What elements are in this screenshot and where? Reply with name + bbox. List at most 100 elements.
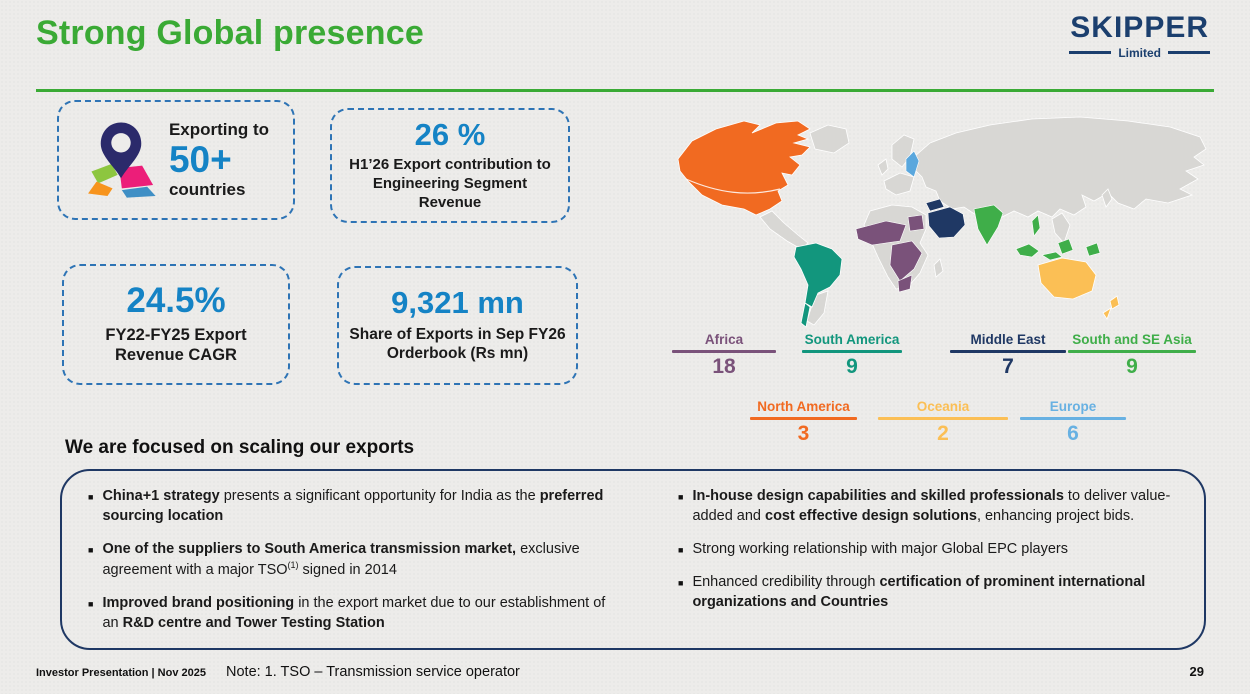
stat-value: 26 % xyxy=(414,116,486,152)
stat-label: H1’26 Export contribution to Engineering… xyxy=(349,156,551,211)
focus-column-left: ■ China+1 strategy presents a significant… xyxy=(88,486,623,633)
title-divider xyxy=(36,89,1214,92)
bullet-square-icon: ■ xyxy=(88,492,94,502)
region-count: 9 xyxy=(1126,355,1138,378)
stat-box-orderbook-exports: 9,321 mn Share of Exports in Sep FY26 Or… xyxy=(337,266,578,385)
region-stat-oceania: Oceania 2 xyxy=(878,399,1008,446)
region-underline xyxy=(950,350,1066,353)
map-eurasia xyxy=(913,116,1207,218)
page-title: Strong Global presence xyxy=(36,14,424,52)
region-label: Europe xyxy=(1049,399,1097,414)
map-region-borneo xyxy=(1057,238,1074,255)
region-count: 3 xyxy=(797,422,810,445)
map-region-africa-west xyxy=(855,220,907,246)
region-count: 7 xyxy=(1002,355,1014,378)
region-underline xyxy=(802,350,902,353)
region-stat-middle-east: Middle East 7 xyxy=(950,332,1066,379)
region-count: 2 xyxy=(937,422,949,445)
region-label: Africa xyxy=(704,332,744,347)
page-number: 29 xyxy=(1189,664,1204,679)
map-region-png xyxy=(1085,242,1101,257)
map-region-india xyxy=(973,204,1004,246)
map-region-africa-egypt xyxy=(907,214,925,232)
map-region-north-america xyxy=(677,120,811,216)
region-label: South America xyxy=(804,332,900,347)
logo-subtitle: Limited xyxy=(1118,45,1161,60)
bullet-square-icon: ■ xyxy=(88,598,94,609)
map-indochina xyxy=(1051,212,1071,244)
stat-value: 24.5% xyxy=(126,281,226,320)
map-region-sumatra xyxy=(1015,243,1040,258)
map-region-middle-east xyxy=(927,206,966,239)
bullet-text: Strong working relationship with major G… xyxy=(692,541,1068,557)
map-highlighted-regions xyxy=(677,120,1120,328)
map-region-europe-finland xyxy=(905,150,920,178)
world-map xyxy=(658,95,1222,332)
stat-value: 50+ xyxy=(168,138,232,180)
region-underline xyxy=(1020,417,1126,420)
bullet-square-icon: ■ xyxy=(678,545,684,555)
stat-label: FY22-FY25 Export Revenue CAGR xyxy=(105,325,247,365)
map-chile xyxy=(800,302,811,328)
map-japan xyxy=(1101,188,1113,208)
footer-note: Note: 1. TSO – Transmission service oper… xyxy=(226,664,520,680)
region-stat-north-america: North America 3 xyxy=(750,399,857,446)
focus-column-right: ■ In-house design capabilities and skille… xyxy=(678,486,1204,612)
bullet-item: ■ In-house design capabilities and skille… xyxy=(678,486,1204,526)
region-count: 6 xyxy=(1067,422,1079,445)
bullet-text: China+1 strategy presents a significant … xyxy=(102,488,604,524)
map-europe-south xyxy=(883,172,915,196)
map-region-new-zealand-north xyxy=(1109,295,1120,310)
stat-text: Exporting to 50+ countries xyxy=(169,119,269,200)
map-central-america xyxy=(759,210,809,250)
map-region-new-zealand-south xyxy=(1102,307,1112,320)
bullet-item: ■ Improved brand positioning in the expor… xyxy=(88,593,623,633)
focus-heading: We are focused on scaling our exports xyxy=(65,437,415,458)
region-underline xyxy=(750,417,857,420)
focus-bullets-panel xyxy=(60,469,1206,650)
region-count: 9 xyxy=(846,355,858,378)
stat-box-export-countries: Exporting to 50+ countries xyxy=(57,100,295,220)
map-uk xyxy=(877,158,889,176)
bullet-text: One of the suppliers to South America tr… xyxy=(102,541,580,578)
logo-text: SKIPPER xyxy=(1070,11,1210,44)
region-underline xyxy=(878,417,1008,420)
map-region-africa-south-tip xyxy=(897,274,913,293)
stat-suffix: countries xyxy=(168,180,246,200)
map-region-java xyxy=(1041,251,1063,261)
map-madagascar xyxy=(933,258,944,278)
region-stat-south-america: South America 9 xyxy=(802,332,902,379)
logo-rule-left xyxy=(1069,51,1112,54)
footer-presentation-label: Investor Presentation | Nov 2025 xyxy=(36,667,206,679)
region-underline xyxy=(672,350,776,353)
bullet-item: ■ China+1 strategy presents a significant… xyxy=(88,486,623,526)
bullet-item: ■ Strong working relationship with major … xyxy=(678,539,1204,559)
bullet-item: ■ One of the suppliers to South America t… xyxy=(88,539,623,580)
region-stat-south-se-asia: South and SE Asia 9 xyxy=(1068,332,1196,379)
skipper-logo: SKIPPER Limited xyxy=(1069,12,1210,60)
region-underline xyxy=(1068,350,1196,353)
region-stat-africa: Africa 18 xyxy=(672,332,776,379)
bullet-square-icon: ■ xyxy=(678,492,684,502)
region-label: Oceania xyxy=(916,399,970,414)
logo-subtitle-row: Limited xyxy=(1069,46,1210,60)
map-region-africa-south-east xyxy=(889,240,923,282)
map-greenland xyxy=(809,124,850,154)
region-stat-europe: Europe 6 xyxy=(1020,399,1126,446)
bullet-item: ■ Enhanced credibility through certificat… xyxy=(678,572,1204,612)
bullet-square-icon: ■ xyxy=(88,545,94,555)
region-label: North America xyxy=(757,399,850,414)
map-region-south-america xyxy=(793,242,843,308)
stat-prefix: Exporting to xyxy=(168,120,270,140)
map-region-middle-east-north xyxy=(925,198,945,212)
location-pin-map-icon xyxy=(83,116,159,205)
map-region-australia xyxy=(1037,257,1097,300)
stat-label: Share of Exports in Sep FY26 Orderbook (… xyxy=(349,325,566,363)
region-label: South and SE Asia xyxy=(1072,332,1192,347)
stat-box-export-contribution: 26 % H1’26 Export contribution to Engine… xyxy=(330,108,570,223)
region-label: Middle East xyxy=(970,332,1046,347)
logo-rule-right xyxy=(1168,51,1210,54)
bullet-square-icon: ■ xyxy=(678,578,684,588)
bullet-text: In-house design capabilities and skilled… xyxy=(692,488,1171,524)
